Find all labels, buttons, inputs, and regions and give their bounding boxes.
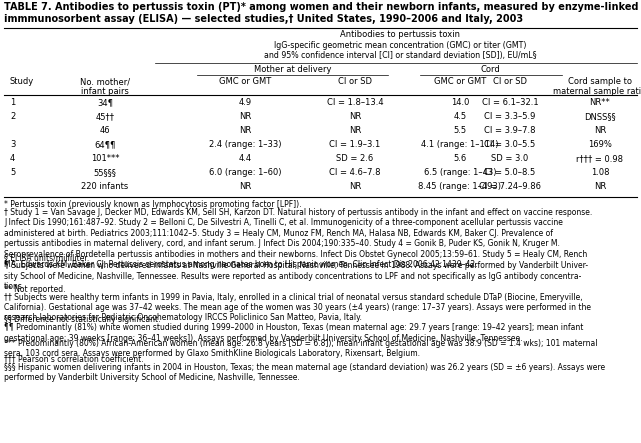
Text: CI or SD: CI or SD xyxy=(338,77,372,86)
Text: NR: NR xyxy=(349,126,361,135)
Text: CI = 3.3–5.9: CI = 3.3–5.9 xyxy=(485,112,536,121)
Text: GMC or GMT: GMC or GMT xyxy=(434,77,486,86)
Text: 55§§§: 55§§§ xyxy=(94,168,117,177)
Text: NR: NR xyxy=(239,126,251,135)
Text: NR: NR xyxy=(239,182,251,191)
Text: Antibodies to pertussis toxin: Antibodies to pertussis toxin xyxy=(340,30,460,39)
Text: ††† Pearson’s correlation coefficient.: ††† Pearson’s correlation coefficient. xyxy=(4,354,144,364)
Text: DNSS§§: DNSS§§ xyxy=(584,112,616,121)
Text: CI = 1.8–13.4: CI = 1.8–13.4 xyxy=(327,98,383,107)
Text: *** Predominantly (80%) African-American women (mean age: 26.8 years [SD = 6.8]): *** Predominantly (80%) African-American… xyxy=(4,339,597,358)
Text: §§ Difference not statistically significant.: §§ Difference not statistically signific… xyxy=(4,315,160,325)
Text: 2.4 (range: 1–33): 2.4 (range: 1–33) xyxy=(209,140,281,149)
Text: 4.1 (range: 1–114): 4.1 (range: 1–114) xyxy=(421,140,499,149)
Text: NR: NR xyxy=(594,182,606,191)
Text: TABLE 7. Antibodies to pertussis toxin (PT)* among women and their newborn infan: TABLE 7. Antibodies to pertussis toxin (… xyxy=(4,2,638,23)
Text: 8.45 (range: 1–493): 8.45 (range: 1–493) xyxy=(419,182,501,191)
Text: CI = 3.9–7.8: CI = 3.9–7.8 xyxy=(484,126,536,135)
Text: Cord sample to
maternal sample ratio: Cord sample to maternal sample ratio xyxy=(553,77,641,97)
Text: 4.4: 4.4 xyxy=(238,154,251,163)
Text: 1: 1 xyxy=(10,98,15,107)
Text: CI = 5.0–8.5: CI = 5.0–8.5 xyxy=(485,168,536,177)
Text: CI = 1.9–3.1: CI = 1.9–3.1 xyxy=(329,140,381,149)
Text: CI or SD: CI or SD xyxy=(493,77,527,86)
Text: § ELISA units/milliliter.: § ELISA units/milliliter. xyxy=(4,253,89,263)
Text: 1.08: 1.08 xyxy=(591,168,609,177)
Text: NR**: NR** xyxy=(590,98,610,107)
Text: Study: Study xyxy=(10,77,34,86)
Text: NR: NR xyxy=(349,182,361,191)
Text: SD = 3.0: SD = 3.0 xyxy=(492,154,529,163)
Text: 220 infants: 220 infants xyxy=(81,182,129,191)
Text: Mother at delivery: Mother at delivery xyxy=(254,65,332,74)
Text: 14.0: 14.0 xyxy=(451,98,469,107)
Text: 45††: 45†† xyxy=(96,112,115,121)
Text: 169%: 169% xyxy=(588,140,612,149)
Text: 34¶: 34¶ xyxy=(97,98,113,107)
Text: †† Subjects were healthy term infants in 1999 in Pavia, Italy, enrolled in a cli: †† Subjects were healthy term infants in… xyxy=(4,292,591,323)
Text: CI = 3.0–5.5: CI = 3.0–5.5 xyxy=(485,140,536,149)
Text: SD = 2.6: SD = 2.6 xyxy=(337,154,374,163)
Text: 5.6: 5.6 xyxy=(453,154,467,163)
Text: 4.9: 4.9 xyxy=(238,98,251,107)
Text: 2: 2 xyxy=(10,112,15,121)
Text: ¶ Subjects were women who delivered infants at Nashville General Hospital, Nashv: ¶ Subjects were women who delivered infa… xyxy=(4,261,588,291)
Text: CI = 4.6–7.8: CI = 4.6–7.8 xyxy=(329,168,381,177)
Text: 6.0 (range: 1–60): 6.0 (range: 1–60) xyxy=(209,168,281,177)
Text: * Pertussis toxin (previously known as lymphocytosis promoting factor [LPF]).: * Pertussis toxin (previously known as l… xyxy=(4,200,301,209)
Text: 6.5 (range: 1–43): 6.5 (range: 1–43) xyxy=(424,168,496,177)
Text: 4.5: 4.5 xyxy=(453,112,467,121)
Text: GMC or GMT: GMC or GMT xyxy=(219,77,271,86)
Text: NR: NR xyxy=(349,112,361,121)
Text: Cord: Cord xyxy=(480,65,500,74)
Text: CI = 7.24–9.86: CI = 7.24–9.86 xyxy=(479,182,541,191)
Text: 4: 4 xyxy=(10,154,15,163)
Text: 46: 46 xyxy=(100,126,110,135)
Text: 64¶¶: 64¶¶ xyxy=(94,140,115,149)
Text: 3: 3 xyxy=(10,140,15,149)
Text: ** Not reported.: ** Not reported. xyxy=(4,284,65,294)
Text: NR: NR xyxy=(594,126,606,135)
Text: † Study 1 = Van Savage J, Decker MD, Edwards KM, Sell SH, Karzon DT. Natural his: † Study 1 = Van Savage J, Decker MD, Edw… xyxy=(4,208,592,269)
Text: CI = 6.1–32.1: CI = 6.1–32.1 xyxy=(481,98,538,107)
Text: §§§ Hispanic women delivering infants in 2004 in Houston, Texas; the mean matern: §§§ Hispanic women delivering infants in… xyxy=(4,362,605,382)
Text: 5.5: 5.5 xyxy=(453,126,467,135)
Text: IgG-specific geometric mean concentration (GMC) or titer (GMT)
and 95% confidenc: IgG-specific geometric mean concentratio… xyxy=(263,41,537,60)
Text: ¶¶ Predominantly (81%) white women studied during 1999–2000 in Houston, Texas (m: ¶¶ Predominantly (81%) white women studi… xyxy=(4,323,583,343)
Text: 5: 5 xyxy=(10,168,15,177)
Text: r††† = 0.98: r††† = 0.98 xyxy=(576,154,624,163)
Text: No. mother/
infant pairs: No. mother/ infant pairs xyxy=(80,77,130,97)
Text: NR: NR xyxy=(239,112,251,121)
Text: 101***: 101*** xyxy=(91,154,119,163)
